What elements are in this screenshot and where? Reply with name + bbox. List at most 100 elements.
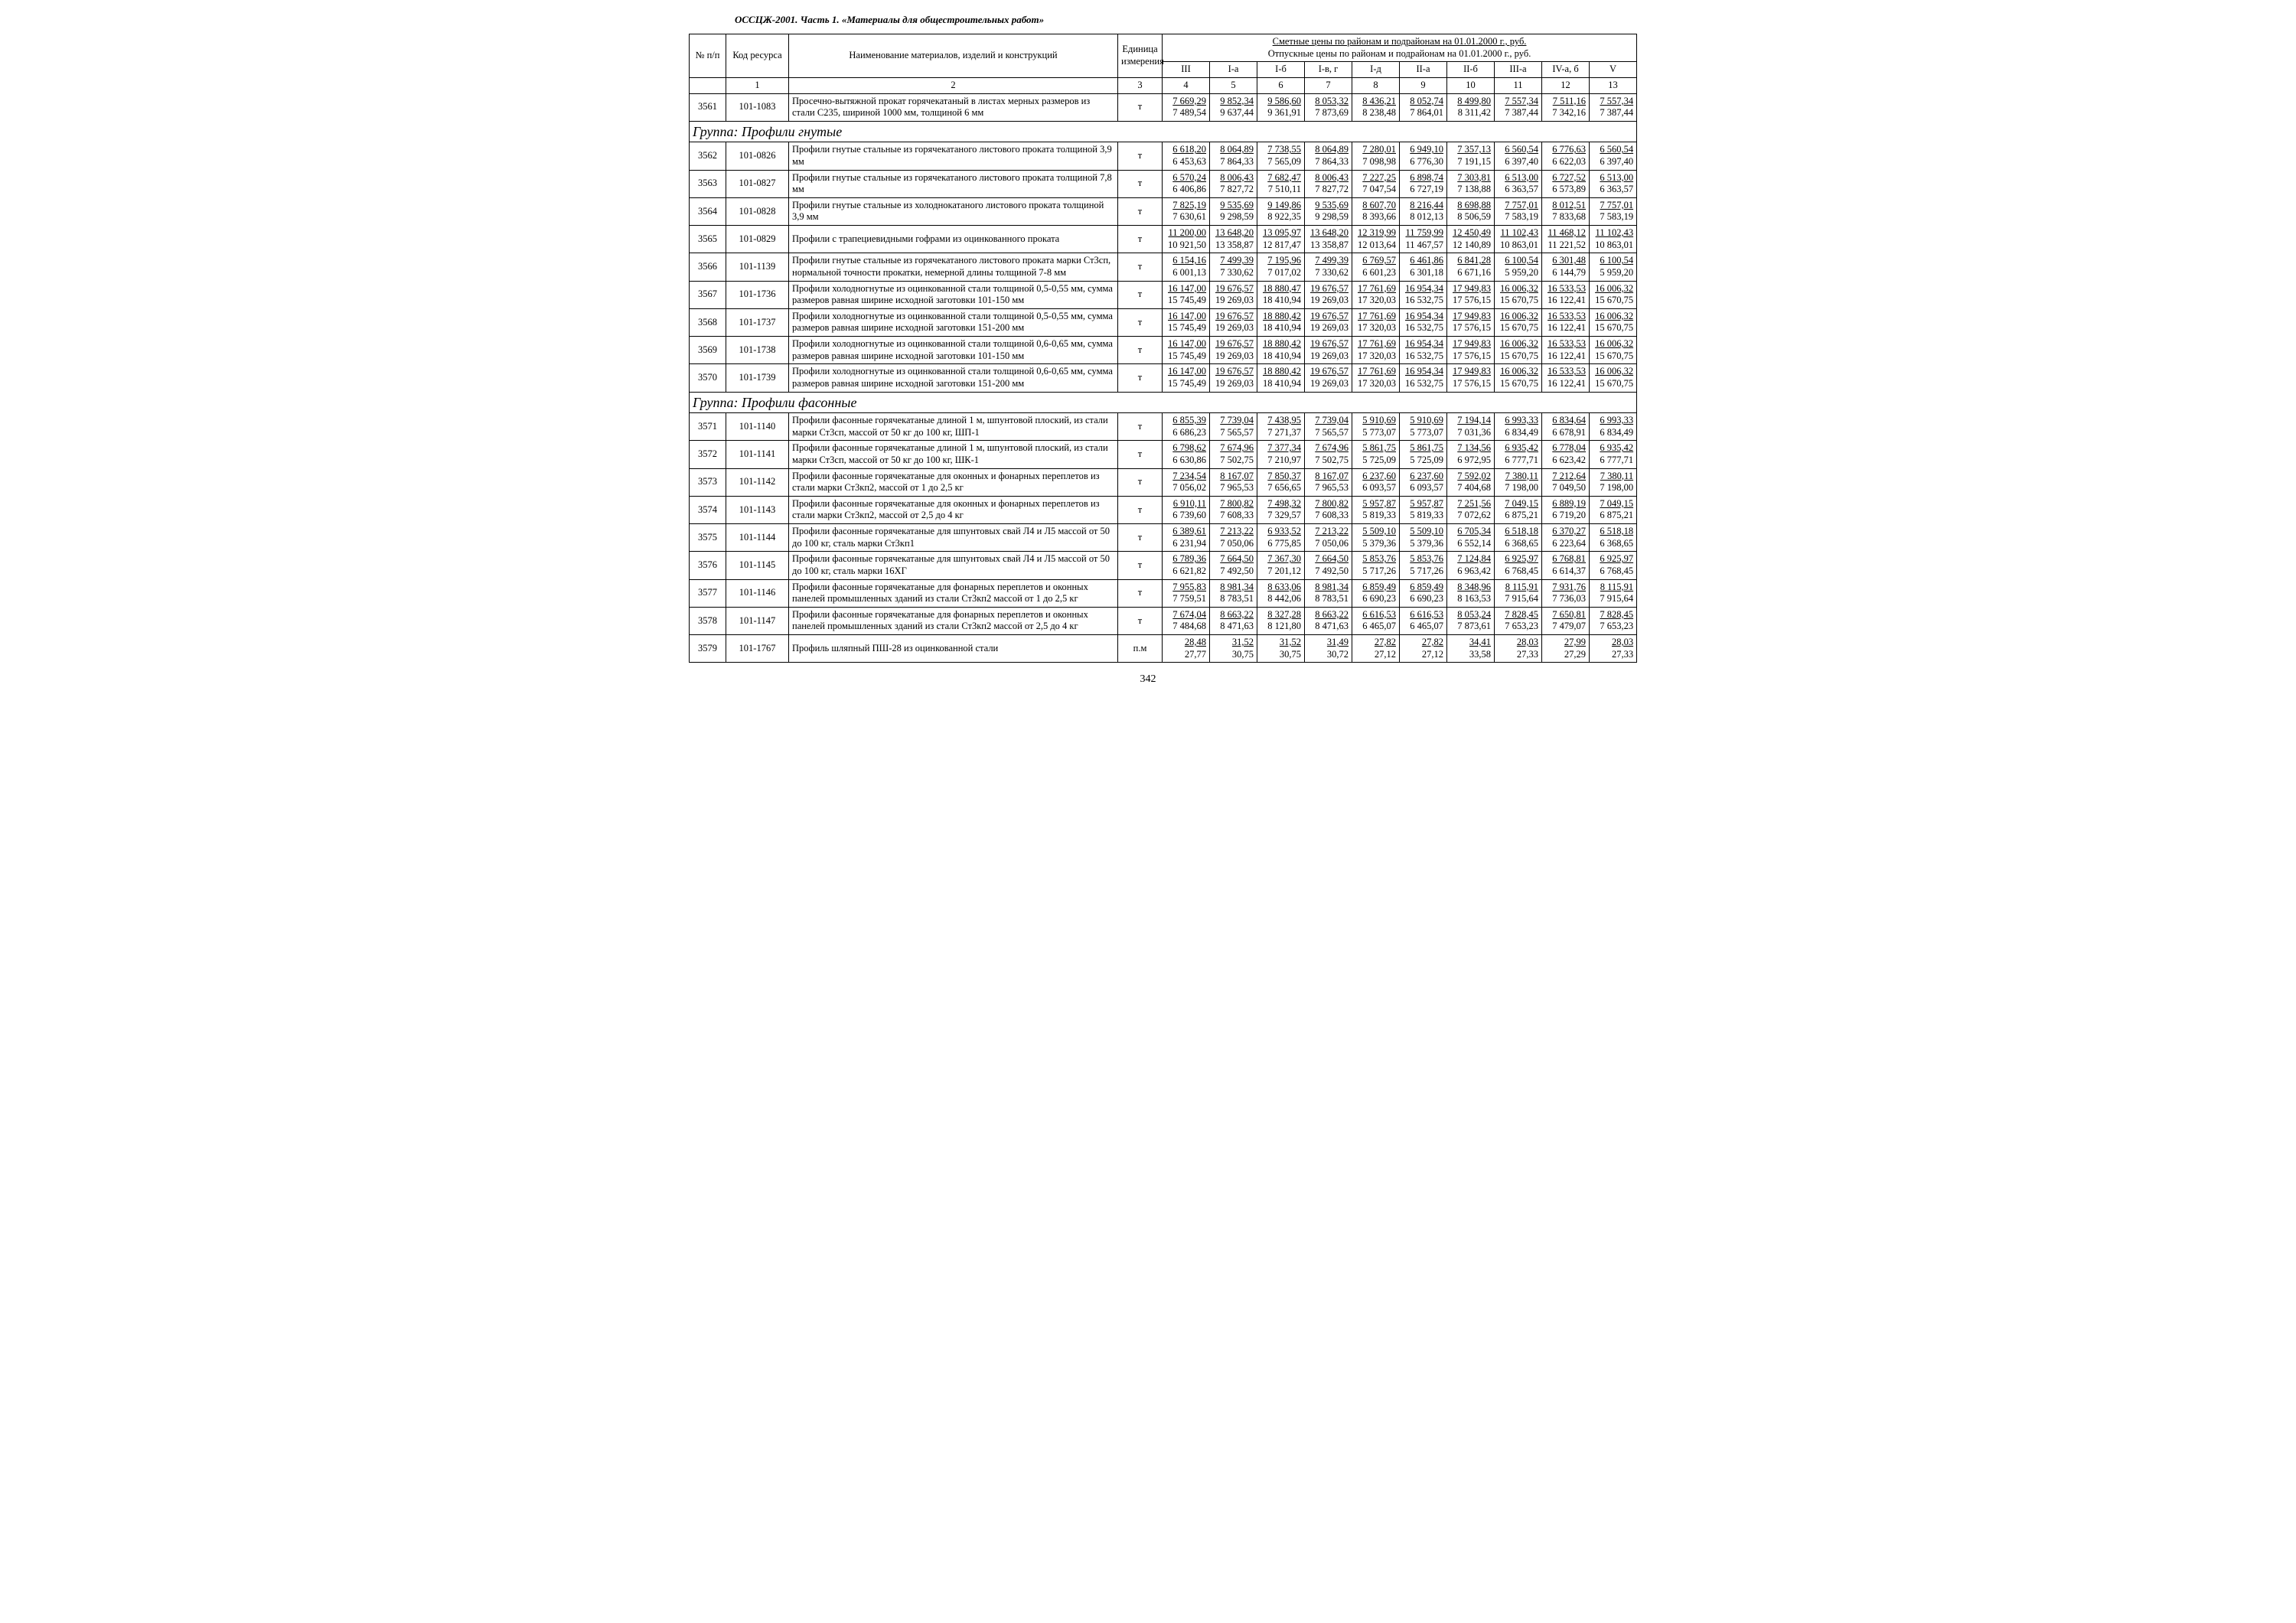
price-otpusknaya: 6 397,40 bbox=[1498, 156, 1538, 168]
cell-price: 16 006,3215 670,75 bbox=[1495, 281, 1542, 308]
price-smetnaya: 9 149,86 bbox=[1261, 200, 1301, 212]
cell-price: 6 778,046 623,42 bbox=[1542, 441, 1590, 468]
price-smetnaya: 16 006,32 bbox=[1498, 338, 1538, 350]
price-otpusknaya: 7 864,01 bbox=[1403, 107, 1443, 119]
cell-unit: т bbox=[1118, 364, 1163, 392]
price-smetnaya: 17 949,83 bbox=[1450, 366, 1491, 378]
price-otpusknaya: 7 489,54 bbox=[1166, 107, 1206, 119]
price-smetnaya: 5 853,76 bbox=[1403, 553, 1443, 565]
price-smetnaya: 7 499,39 bbox=[1308, 255, 1349, 267]
price-smetnaya: 9 852,34 bbox=[1213, 96, 1254, 108]
cell-name: Профили фасонные горячекатаные для шпунт… bbox=[789, 524, 1118, 552]
price-otpusknaya: 7 210,97 bbox=[1261, 455, 1301, 467]
price-smetnaya: 6 910,11 bbox=[1166, 498, 1206, 510]
cell-price: 5 509,105 379,36 bbox=[1352, 524, 1400, 552]
cell-unit: т bbox=[1118, 170, 1163, 197]
cell-code: 101-1083 bbox=[726, 93, 789, 121]
price-otpusknaya: 27,12 bbox=[1403, 649, 1443, 661]
hdr-region: III bbox=[1163, 62, 1210, 78]
table-row: 3562101-0826Профили гнутые стальные из г… bbox=[690, 142, 1637, 170]
cell-price: 27,8227,12 bbox=[1400, 635, 1447, 663]
cell-name: Профили гнутые стальные из горячекатаног… bbox=[789, 253, 1118, 281]
cell-price: 7 212,647 049,50 bbox=[1542, 468, 1590, 496]
price-otpusknaya: 6 001,13 bbox=[1166, 267, 1206, 279]
cell-code: 101-1739 bbox=[726, 364, 789, 392]
price-otpusknaya: 7 565,09 bbox=[1261, 156, 1301, 168]
price-smetnaya: 31,49 bbox=[1308, 637, 1349, 649]
cell-price: 9 586,609 361,91 bbox=[1257, 93, 1305, 121]
price-otpusknaya: 27,29 bbox=[1545, 649, 1586, 661]
price-otpusknaya: 7 873,61 bbox=[1450, 621, 1491, 633]
cell-num: 3563 bbox=[690, 170, 726, 197]
hdr-subnum: 9 bbox=[1400, 77, 1447, 93]
price-smetnaya: 16 954,34 bbox=[1403, 283, 1443, 295]
group-heading: Группа: Профили фасонные bbox=[690, 392, 1637, 413]
price-smetnaya: 6 154,16 bbox=[1166, 255, 1206, 267]
price-smetnaya: 6 301,48 bbox=[1545, 255, 1586, 267]
hdr-subnum: 1 bbox=[726, 77, 789, 93]
price-smetnaya: 6 993,33 bbox=[1498, 415, 1538, 427]
cell-price: 8 698,888 506,59 bbox=[1447, 197, 1495, 225]
cell-price: 8 115,917 915,64 bbox=[1590, 579, 1637, 607]
cell-num: 3578 bbox=[690, 607, 726, 634]
price-smetnaya: 8 064,89 bbox=[1308, 144, 1349, 156]
price-smetnaya: 7 800,82 bbox=[1213, 498, 1254, 510]
cell-price: 6 154,166 001,13 bbox=[1163, 253, 1210, 281]
cell-price: 6 889,196 719,20 bbox=[1542, 496, 1590, 523]
cell-name: Профили гнутые стальные из холоднокатано… bbox=[789, 197, 1118, 225]
cell-price: 16 147,0015 745,49 bbox=[1163, 364, 1210, 392]
cell-price: 6 859,496 690,23 bbox=[1400, 579, 1447, 607]
price-otpusknaya: 6 690,23 bbox=[1355, 593, 1396, 605]
price-otpusknaya: 6 465,07 bbox=[1355, 621, 1396, 633]
price-smetnaya: 7 674,96 bbox=[1213, 442, 1254, 455]
price-smetnaya: 6 834,64 bbox=[1545, 415, 1586, 427]
table-row: 3577101-1146Профили фасонные горячекатан… bbox=[690, 579, 1637, 607]
price-otpusknaya: 19 269,03 bbox=[1213, 295, 1254, 307]
price-smetnaya: 8 053,32 bbox=[1308, 96, 1349, 108]
price-smetnaya: 5 957,87 bbox=[1355, 498, 1396, 510]
price-otpusknaya: 33,58 bbox=[1450, 649, 1491, 661]
cell-unit: т bbox=[1118, 607, 1163, 634]
price-smetnaya: 16 147,00 bbox=[1166, 338, 1206, 350]
cell-num: 3562 bbox=[690, 142, 726, 170]
hdr-unit: Единица измерения bbox=[1118, 34, 1163, 78]
price-otpusknaya: 6 622,03 bbox=[1545, 156, 1586, 168]
cell-price: 7 557,347 387,44 bbox=[1590, 93, 1637, 121]
cell-price: 18 880,4218 410,94 bbox=[1257, 364, 1305, 392]
table-row: 3561101-1083Просечно-вытяжной прокат гор… bbox=[690, 93, 1637, 121]
price-smetnaya: 7 669,29 bbox=[1166, 96, 1206, 108]
cell-num: 3575 bbox=[690, 524, 726, 552]
price-smetnaya: 16 533,53 bbox=[1545, 283, 1586, 295]
price-smetnaya: 6 925,97 bbox=[1593, 553, 1633, 565]
price-smetnaya: 16 954,34 bbox=[1403, 338, 1443, 350]
price-smetnaya: 27,99 bbox=[1545, 637, 1586, 649]
price-otpusknaya: 7 342,16 bbox=[1545, 107, 1586, 119]
cell-price: 7 499,397 330,62 bbox=[1305, 253, 1352, 281]
price-smetnaya: 7 682,47 bbox=[1261, 172, 1301, 184]
cell-price: 6 933,526 775,85 bbox=[1257, 524, 1305, 552]
cell-price: 16 147,0015 745,49 bbox=[1163, 308, 1210, 336]
cell-price: 5 853,765 717,26 bbox=[1400, 552, 1447, 579]
cell-name: Просечно-вытяжной прокат горячекатаный в… bbox=[789, 93, 1118, 121]
price-otpusknaya: 16 532,75 bbox=[1403, 378, 1443, 390]
price-otpusknaya: 6 768,45 bbox=[1498, 565, 1538, 578]
cell-code: 101-1767 bbox=[726, 635, 789, 663]
cell-price: 5 957,875 819,33 bbox=[1400, 496, 1447, 523]
cell-price: 8 064,897 864,33 bbox=[1305, 142, 1352, 170]
price-smetnaya: 27,82 bbox=[1355, 637, 1396, 649]
table-row: 3573101-1142Профили фасонные горячекатан… bbox=[690, 468, 1637, 496]
price-smetnaya: 6 518,18 bbox=[1498, 526, 1538, 538]
price-otpusknaya: 7 050,06 bbox=[1308, 538, 1349, 550]
price-otpusknaya: 15 745,49 bbox=[1166, 378, 1206, 390]
price-otpusknaya: 7 827,72 bbox=[1308, 184, 1349, 196]
price-otpusknaya: 7 759,51 bbox=[1166, 593, 1206, 605]
price-otpusknaya: 7 653,23 bbox=[1498, 621, 1538, 633]
price-smetnaya: 8 006,43 bbox=[1308, 172, 1349, 184]
cell-price: 31,5230,75 bbox=[1210, 635, 1257, 663]
price-smetnaya: 7 650,81 bbox=[1545, 609, 1586, 621]
price-smetnaya: 6 855,39 bbox=[1166, 415, 1206, 427]
cell-price: 5 910,695 773,07 bbox=[1400, 413, 1447, 441]
price-smetnaya: 17 949,83 bbox=[1450, 283, 1491, 295]
price-otpusknaya: 7 583,19 bbox=[1593, 211, 1633, 223]
cell-price: 6 237,606 093,57 bbox=[1352, 468, 1400, 496]
